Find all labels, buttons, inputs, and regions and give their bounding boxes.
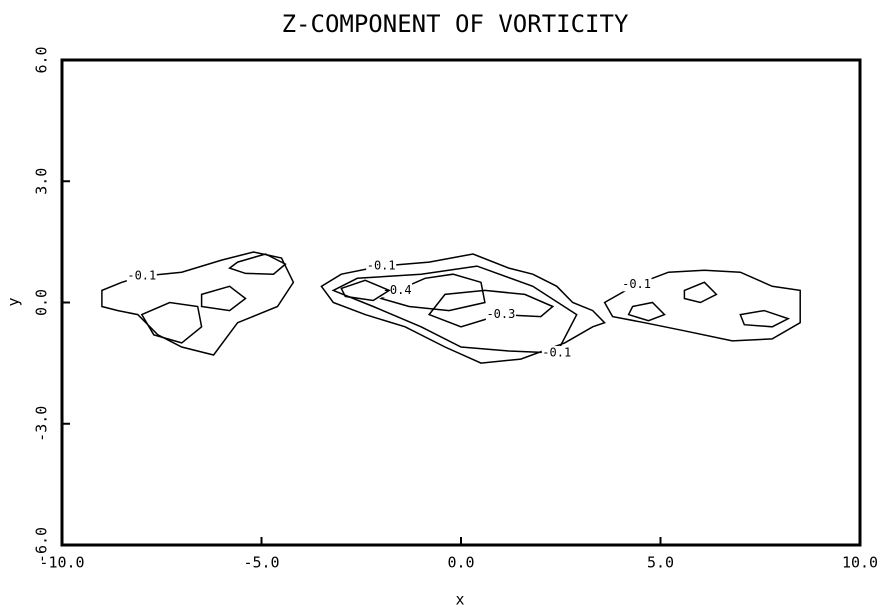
- x-tick-label: -10.0: [39, 554, 84, 572]
- contour-line: [340, 279, 391, 302]
- x-axis-label: x: [455, 591, 464, 609]
- contour-label: -0.3: [486, 307, 515, 321]
- plot-frame: [60, 58, 862, 547]
- y-axis-label: y: [5, 297, 23, 306]
- contour-line: [140, 301, 203, 344]
- x-tick-label: 10.0: [842, 554, 878, 572]
- contour-label: -0.1: [622, 277, 651, 291]
- contour-line: [379, 273, 486, 312]
- contour-line: [228, 253, 287, 275]
- x-tick-label: -5.0: [243, 554, 279, 572]
- y-tick-label: 6.0: [33, 46, 51, 73]
- contour-label-bg: [541, 346, 572, 361]
- contour-line: [101, 251, 295, 356]
- contour-label-bg: [126, 269, 157, 284]
- contour-label-bg: [366, 259, 397, 274]
- y-tick-label: 0.0: [33, 289, 51, 316]
- y-tick-label: 3.0: [33, 168, 51, 195]
- contour-line: [739, 309, 791, 328]
- x-tick-label: 5.0: [647, 554, 674, 572]
- contour-line: [320, 253, 606, 364]
- contour-line: [603, 269, 801, 342]
- y-tick-label: -6.0: [33, 527, 51, 563]
- contour-label-bg: [621, 277, 652, 292]
- contour-line: [627, 301, 666, 322]
- contour-label: -0.1: [367, 259, 396, 273]
- contour-line: [200, 285, 247, 312]
- contour-label: -0.4: [383, 283, 412, 297]
- contour-line: [427, 289, 555, 328]
- contour-label-bg: [382, 283, 413, 298]
- x-tick-label: 0.0: [447, 554, 474, 572]
- contour-label-bg: [485, 307, 516, 322]
- contour-label: -0.1: [127, 269, 156, 283]
- chart-title: Z-COMPONENT OF VORTICITY: [282, 10, 629, 38]
- contour-label: -0.1: [542, 346, 571, 360]
- y-tick-label: -3.0: [33, 406, 51, 442]
- contour-line: [331, 265, 578, 354]
- contour-line: [683, 281, 718, 304]
